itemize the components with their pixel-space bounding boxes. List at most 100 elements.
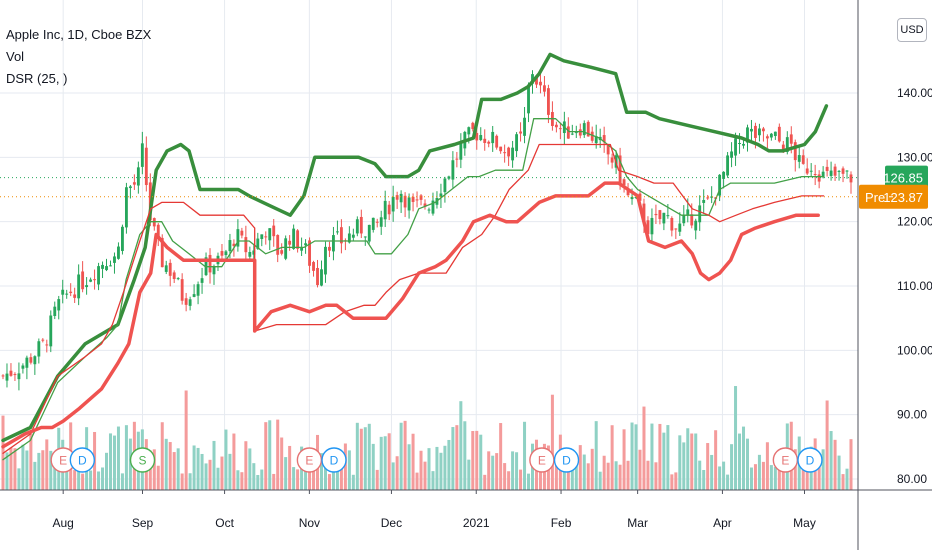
volume-bar — [264, 422, 268, 490]
candle-body — [797, 155, 801, 162]
candle-body — [666, 215, 670, 217]
candle-body — [395, 195, 399, 200]
event-marker-dividend — [69, 447, 96, 473]
candle-body — [754, 125, 757, 138]
candle-body — [57, 299, 61, 311]
candle-body — [642, 203, 646, 223]
candle-body — [85, 285, 89, 288]
volume-bar — [276, 419, 280, 490]
y-tick-label: 110.00 — [897, 279, 932, 293]
volume-bar — [650, 423, 654, 490]
volume-bar — [582, 454, 586, 490]
event-letter: E — [305, 454, 313, 468]
volume-bar — [268, 420, 272, 490]
volume-bar — [427, 448, 431, 490]
price-tag-value: 123.87 — [883, 190, 923, 205]
candle-body — [499, 146, 503, 152]
volume-bar — [236, 470, 240, 490]
candle-body — [722, 171, 726, 179]
volume-bar — [550, 394, 554, 490]
price-tag-value: 126.85 — [883, 171, 923, 186]
volume-bar — [690, 433, 694, 490]
candle-body — [308, 240, 311, 266]
volume-bar — [73, 470, 77, 490]
volume-bar — [630, 422, 634, 490]
candle-body — [244, 237, 248, 253]
candle-body — [391, 196, 395, 212]
candle-body — [320, 269, 323, 286]
candle-body — [21, 365, 25, 369]
volume-bar — [65, 463, 69, 490]
candle-body — [670, 218, 674, 231]
event-letter: S — [139, 454, 147, 468]
volume-bar — [662, 432, 666, 490]
candle-body — [479, 135, 483, 141]
candle-body — [825, 166, 829, 171]
candle-body — [503, 152, 507, 154]
volume-bar — [773, 467, 777, 490]
candle-body — [61, 289, 65, 295]
candle-body — [29, 357, 33, 363]
volume-bar — [116, 426, 120, 490]
currency-button[interactable]: USD — [897, 18, 927, 42]
candle-body — [33, 356, 37, 365]
candle-body — [690, 214, 694, 226]
volume-bar — [459, 401, 463, 490]
volume-bar — [29, 432, 33, 490]
volume-bar — [479, 434, 483, 490]
candle-body — [371, 217, 375, 230]
candle-body — [821, 171, 825, 178]
candle-body — [260, 234, 264, 239]
volume-bar — [666, 425, 670, 490]
candle-body — [638, 193, 642, 201]
volume-bar — [511, 451, 515, 490]
candle-body — [5, 373, 9, 381]
volume-bar — [244, 441, 248, 490]
volume-bar — [554, 465, 558, 490]
candle-body — [769, 133, 773, 138]
volume-bar — [252, 463, 256, 490]
candle-body — [292, 228, 296, 249]
candle-body — [547, 88, 550, 115]
volume-layer — [1, 386, 853, 490]
candle-body — [710, 196, 714, 198]
volume-bar — [742, 426, 746, 490]
volume-bar — [41, 450, 45, 490]
volume-bar — [375, 469, 379, 490]
volume-bar — [515, 452, 519, 490]
candle-body — [89, 279, 93, 282]
volume-bar — [443, 445, 447, 490]
candle-body — [124, 187, 128, 228]
candle-body — [65, 293, 69, 295]
candle-body — [105, 266, 108, 271]
candle-body — [264, 236, 268, 238]
volume-bar — [503, 463, 507, 490]
candle-body — [539, 81, 542, 86]
candle-body — [387, 204, 391, 215]
volume-bar — [160, 422, 164, 490]
volume-bar — [403, 420, 407, 490]
candle-body — [232, 243, 236, 247]
candle-body — [407, 197, 411, 211]
x-tick-label: 2021 — [463, 516, 490, 530]
volume-bar — [152, 449, 156, 490]
candle-body — [817, 174, 821, 182]
volume-bar — [272, 473, 276, 490]
candle-body — [240, 230, 244, 236]
candle-body — [332, 235, 335, 252]
event-letter: D — [562, 454, 571, 468]
candle-body — [192, 294, 196, 297]
volume-bar — [284, 457, 288, 490]
volume-bar — [734, 386, 738, 490]
candle-body — [419, 195, 423, 200]
candle-body — [288, 240, 292, 245]
candle-body — [25, 357, 29, 368]
event-marker-dividend — [553, 447, 580, 473]
candle-body — [13, 374, 17, 376]
candle-body — [172, 272, 176, 280]
volume-bar — [702, 469, 706, 490]
volume-bar — [793, 449, 797, 490]
candle-body — [698, 205, 702, 223]
